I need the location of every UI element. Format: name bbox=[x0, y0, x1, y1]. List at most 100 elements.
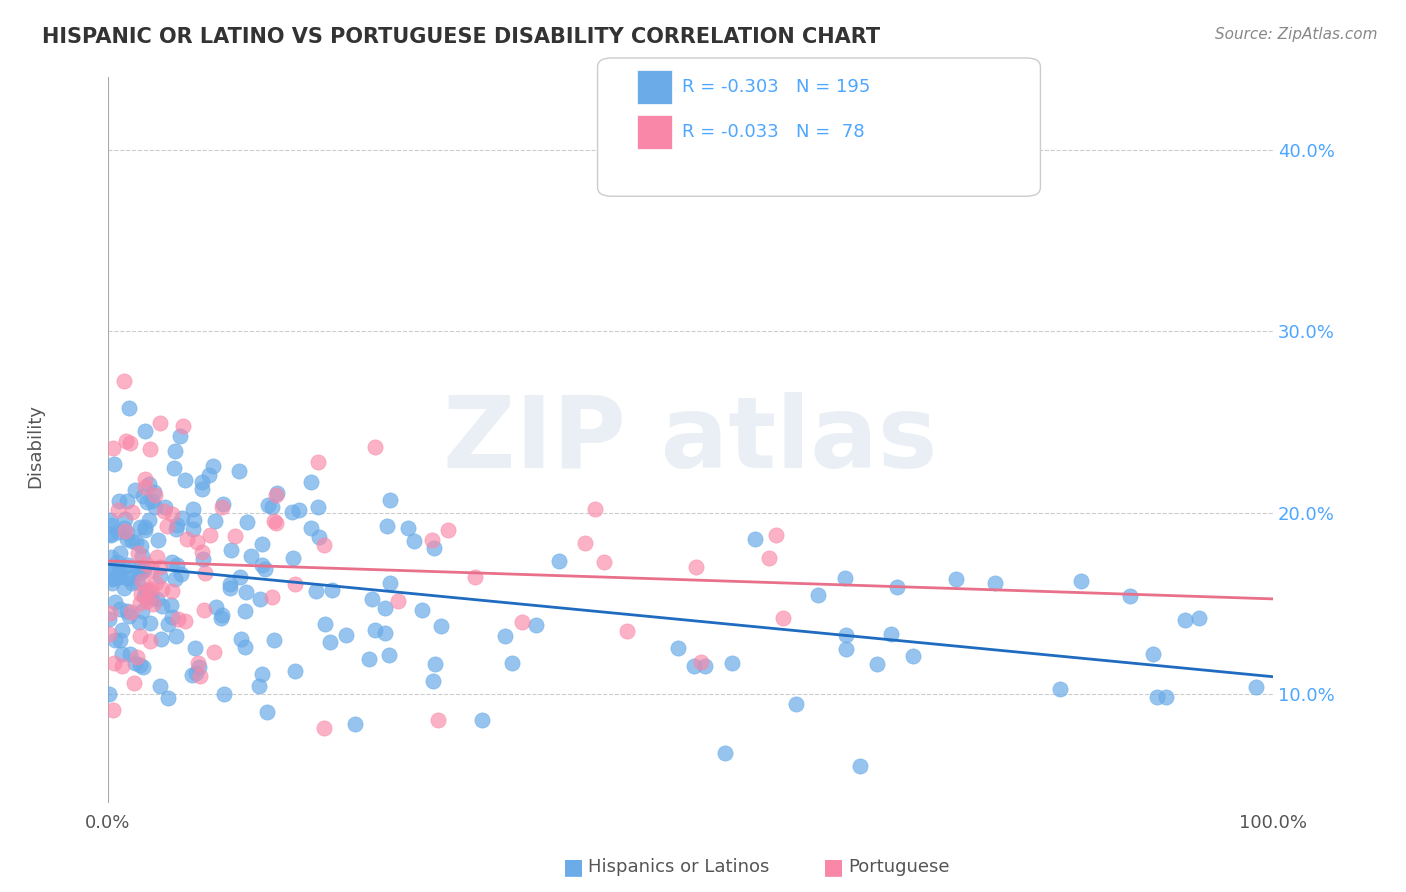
Point bbox=[666, 641, 689, 656]
Point bbox=[160, 598, 183, 612]
Point bbox=[138, 513, 160, 527]
Point bbox=[156, 691, 179, 706]
Point bbox=[685, 559, 707, 574]
Point bbox=[156, 519, 179, 533]
Point bbox=[592, 555, 614, 569]
Point bbox=[214, 688, 236, 702]
Point bbox=[547, 554, 569, 568]
Point bbox=[160, 583, 183, 598]
Point bbox=[108, 566, 131, 580]
Point bbox=[135, 594, 157, 608]
Point bbox=[1174, 613, 1197, 627]
Point bbox=[378, 576, 401, 591]
Point bbox=[165, 522, 187, 536]
Point bbox=[115, 434, 138, 448]
Point bbox=[131, 539, 153, 553]
Point bbox=[100, 513, 122, 527]
Point bbox=[115, 494, 138, 508]
Point bbox=[128, 615, 150, 630]
Point bbox=[162, 507, 184, 521]
Point bbox=[115, 525, 138, 540]
Point bbox=[132, 589, 155, 603]
Point bbox=[429, 619, 451, 633]
Point bbox=[1146, 690, 1168, 704]
Point bbox=[402, 534, 425, 549]
Point bbox=[127, 574, 149, 589]
Point bbox=[108, 570, 131, 584]
Point bbox=[124, 483, 146, 497]
Point bbox=[150, 599, 173, 613]
Point bbox=[250, 558, 273, 573]
Point bbox=[758, 550, 780, 565]
Point bbox=[186, 535, 208, 549]
Point bbox=[307, 500, 329, 515]
Point bbox=[205, 600, 228, 615]
Point bbox=[219, 581, 242, 595]
Point bbox=[202, 459, 225, 474]
Point bbox=[211, 497, 233, 511]
Point bbox=[101, 575, 124, 590]
Point bbox=[98, 627, 121, 641]
Point bbox=[114, 512, 136, 526]
Point bbox=[163, 443, 186, 458]
Point bbox=[375, 519, 398, 533]
Point bbox=[398, 521, 420, 535]
Point bbox=[105, 555, 128, 569]
Point bbox=[134, 523, 156, 537]
Point bbox=[364, 623, 387, 637]
Point bbox=[127, 546, 149, 560]
Point bbox=[181, 522, 204, 536]
Point bbox=[901, 649, 924, 664]
Point bbox=[166, 558, 188, 572]
Point bbox=[235, 640, 257, 654]
Point bbox=[308, 530, 330, 544]
Point bbox=[984, 576, 1007, 591]
Point bbox=[145, 500, 167, 514]
Point bbox=[886, 580, 908, 594]
Point bbox=[423, 657, 446, 671]
Point bbox=[103, 441, 125, 455]
Point bbox=[146, 591, 169, 606]
Point bbox=[690, 655, 713, 669]
Point bbox=[134, 520, 156, 534]
Point bbox=[117, 533, 139, 547]
Point bbox=[262, 500, 284, 515]
Point bbox=[100, 517, 122, 532]
Point bbox=[471, 713, 494, 727]
Point bbox=[280, 505, 302, 519]
Point bbox=[422, 541, 444, 555]
Point bbox=[118, 435, 141, 450]
Point bbox=[120, 570, 142, 584]
Point bbox=[145, 549, 167, 564]
Point bbox=[104, 633, 127, 648]
Point bbox=[204, 515, 226, 529]
Point bbox=[283, 551, 305, 566]
Point bbox=[128, 657, 150, 672]
Point bbox=[224, 529, 246, 543]
Point bbox=[127, 650, 149, 665]
Point bbox=[200, 527, 222, 541]
Point bbox=[97, 612, 120, 626]
Point bbox=[104, 563, 127, 577]
Point bbox=[174, 615, 197, 629]
Text: ■: ■ bbox=[562, 857, 583, 877]
Point bbox=[103, 656, 125, 670]
Point bbox=[319, 635, 342, 649]
Point bbox=[121, 533, 143, 548]
Point bbox=[103, 571, 125, 585]
Point bbox=[107, 503, 129, 517]
Point bbox=[129, 519, 152, 533]
Point bbox=[256, 705, 278, 719]
Point bbox=[181, 502, 204, 516]
Point bbox=[135, 495, 157, 509]
Point bbox=[132, 561, 155, 575]
Point bbox=[526, 618, 548, 632]
Point bbox=[198, 468, 221, 483]
Point bbox=[103, 457, 125, 471]
Point bbox=[100, 528, 122, 542]
Point bbox=[131, 574, 153, 589]
Point bbox=[834, 628, 856, 642]
Point bbox=[112, 520, 135, 534]
Point bbox=[866, 657, 889, 672]
Point bbox=[163, 460, 186, 475]
